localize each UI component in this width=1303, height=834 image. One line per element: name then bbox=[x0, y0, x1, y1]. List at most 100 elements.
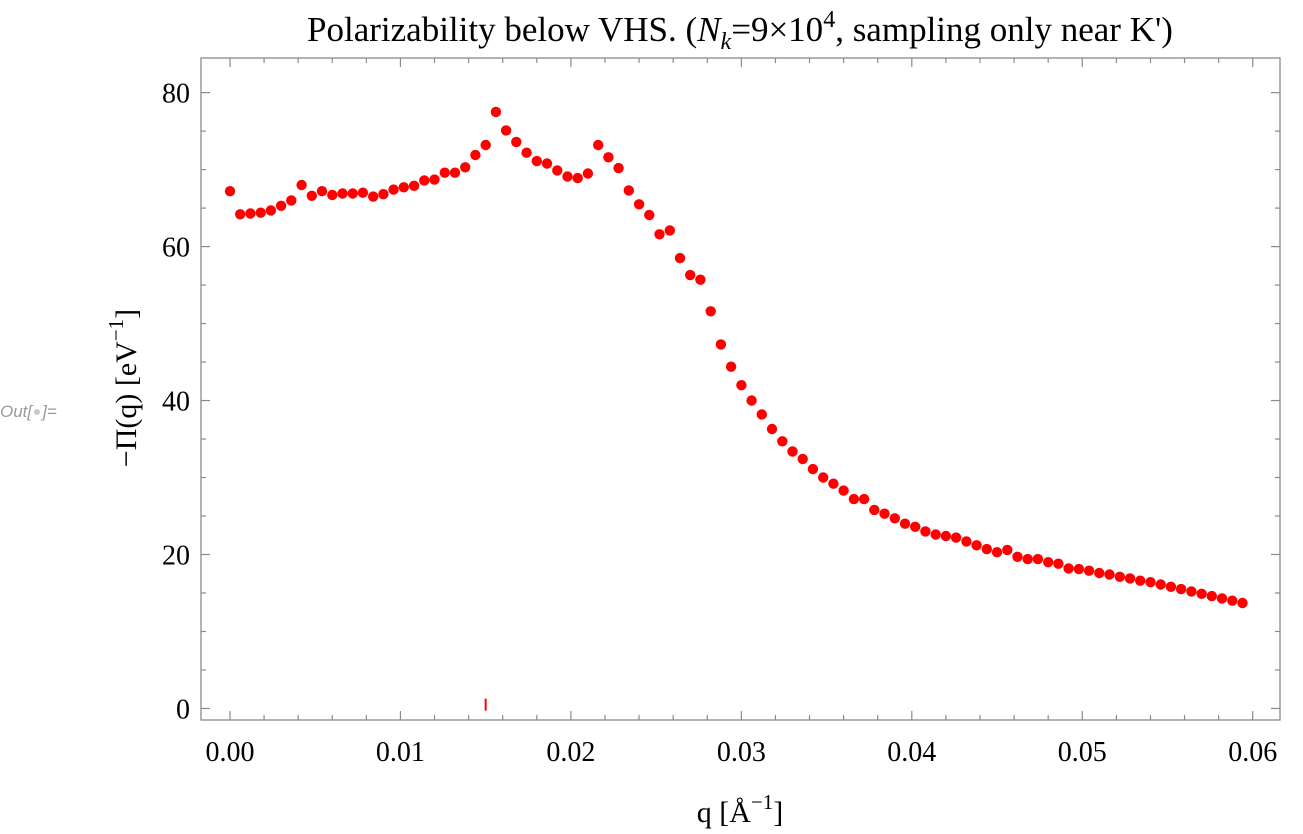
data-point bbox=[818, 472, 829, 483]
data-point bbox=[879, 508, 890, 519]
chart-title: Polarizability below VHS. (Nk=9×104, sam… bbox=[307, 7, 1173, 55]
data-point bbox=[500, 125, 512, 136]
x-axis-label: q [Å−1] bbox=[697, 790, 784, 829]
output-prefix: Out[ bbox=[0, 402, 33, 421]
title-tail: , sampling only near K') bbox=[835, 10, 1173, 49]
data-point bbox=[1114, 571, 1126, 582]
output-cell-label: Out[ ]= bbox=[0, 402, 57, 422]
data-point bbox=[950, 532, 962, 543]
x-tick-label: 0.04 bbox=[887, 737, 936, 768]
y-tick-label: 40 bbox=[162, 387, 190, 418]
data-point bbox=[357, 187, 369, 198]
data-point bbox=[327, 189, 338, 201]
data-point bbox=[1012, 551, 1023, 562]
data-point bbox=[981, 543, 992, 555]
data-point bbox=[858, 493, 870, 505]
data-point bbox=[531, 155, 542, 167]
data-point bbox=[316, 186, 328, 197]
xlabel-lead: q [Å bbox=[697, 796, 751, 829]
data-point bbox=[235, 209, 246, 220]
data-point bbox=[1002, 544, 1013, 556]
data-point bbox=[1083, 565, 1095, 576]
x-tick-label: 0.00 bbox=[205, 737, 254, 768]
data-point bbox=[582, 168, 594, 179]
output-suffix: ]= bbox=[42, 402, 57, 421]
data-point bbox=[1155, 579, 1166, 590]
x-tick-label: 0.02 bbox=[546, 737, 595, 768]
data-point bbox=[1104, 569, 1115, 580]
data-point bbox=[408, 180, 420, 191]
ylabel-lead: −Π(q) [eV bbox=[110, 341, 143, 467]
data-point bbox=[807, 463, 819, 475]
data-point bbox=[1216, 593, 1228, 604]
data-point bbox=[470, 149, 481, 161]
plot-frame bbox=[200, 57, 1281, 721]
data-point bbox=[419, 175, 430, 186]
data-point bbox=[674, 252, 686, 264]
data-point bbox=[449, 167, 461, 178]
data-point bbox=[991, 547, 1003, 558]
data-point bbox=[603, 152, 614, 163]
data-point bbox=[1186, 586, 1197, 597]
data-point bbox=[715, 339, 727, 350]
y-axis-label: −Π(q) [eV−1] bbox=[104, 309, 143, 467]
y-tick-label: 80 bbox=[162, 79, 190, 110]
data-point bbox=[572, 172, 583, 184]
data-point bbox=[766, 423, 778, 435]
axes: 0.00 0.01 0.02 0.03 0.04 0.05 0.06 0 20 40 60 80 bbox=[162, 58, 1280, 768]
data-point bbox=[593, 139, 604, 151]
data-point bbox=[1032, 553, 1044, 565]
x-tick-label: 0.03 bbox=[717, 737, 766, 768]
data-point bbox=[654, 229, 665, 240]
data-point bbox=[787, 446, 798, 457]
data-point bbox=[541, 158, 553, 169]
data-point bbox=[736, 380, 747, 391]
data-point bbox=[265, 205, 277, 216]
data-point bbox=[899, 518, 911, 529]
data-point bbox=[633, 199, 645, 210]
data-point bbox=[245, 208, 256, 219]
y-tick-label: 60 bbox=[162, 233, 190, 264]
x-tick-label: 0.05 bbox=[1058, 737, 1107, 768]
title-sub: k bbox=[721, 29, 732, 55]
xlabel-tail: ] bbox=[773, 796, 783, 829]
data-point bbox=[940, 530, 952, 542]
data-point bbox=[644, 209, 655, 221]
x-tick-label: 0.01 bbox=[376, 737, 425, 768]
data-point bbox=[695, 274, 706, 285]
data-point bbox=[797, 453, 808, 465]
data-point bbox=[1043, 557, 1054, 568]
xlabel-sup: −1 bbox=[751, 790, 773, 814]
data-point bbox=[1165, 581, 1177, 592]
data-point bbox=[1094, 567, 1105, 579]
data-point bbox=[869, 504, 880, 516]
data-point bbox=[1053, 558, 1064, 569]
data-point bbox=[347, 188, 358, 199]
data-point bbox=[1124, 573, 1136, 584]
title-sup: 4 bbox=[823, 7, 835, 33]
data-point bbox=[1135, 575, 1146, 586]
data-point bbox=[224, 186, 236, 197]
data-point bbox=[705, 306, 716, 317]
data-point bbox=[439, 167, 450, 178]
data-point bbox=[1073, 563, 1085, 575]
data-point bbox=[910, 521, 921, 532]
data-point bbox=[756, 409, 767, 420]
data-point bbox=[275, 200, 287, 211]
data-point bbox=[337, 188, 348, 199]
data-point bbox=[848, 493, 860, 505]
data-point bbox=[521, 147, 532, 158]
data-point bbox=[971, 540, 982, 551]
data-point bbox=[562, 171, 573, 182]
data-point bbox=[746, 395, 757, 406]
data-point bbox=[1175, 583, 1187, 595]
data-point bbox=[1063, 563, 1074, 574]
data-point bbox=[961, 536, 972, 547]
y-tick-label: 20 bbox=[162, 541, 190, 572]
data-point bbox=[511, 136, 522, 148]
x-tick-label: 0.06 bbox=[1228, 737, 1277, 768]
data-point bbox=[828, 478, 839, 489]
data-point bbox=[725, 361, 737, 372]
data-point bbox=[398, 182, 409, 193]
